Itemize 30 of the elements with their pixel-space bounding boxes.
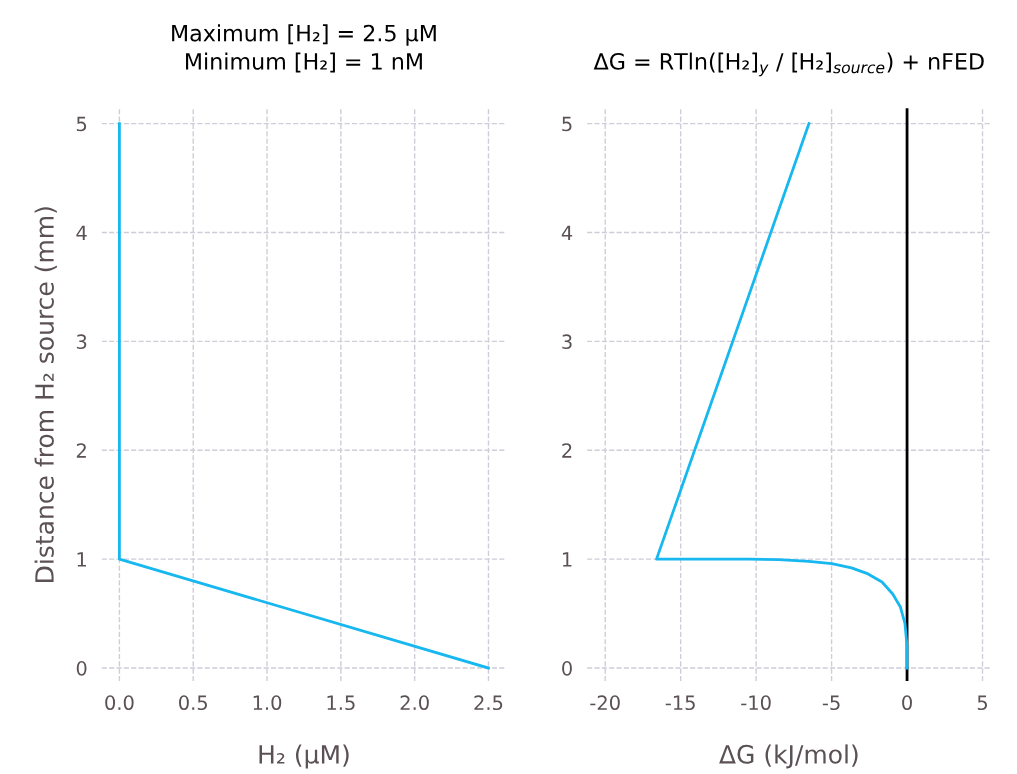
- chart-title: ΔG = RTln([H₂]$_{y}$ / [H₂]$_{source}$) + nFED: [593, 52, 984, 77]
- line-series: [655, 122, 909, 670]
- y-tick-label: 5: [562, 116, 572, 132]
- x-axis-title: H₂ (µM): [259, 744, 349, 769]
- x-tick-label: 0.0: [105, 695, 134, 711]
- x-tick-label: -10: [741, 695, 771, 711]
- y-tick-label: 4: [76, 225, 87, 240]
- x-axis-title: ΔG (kJ/mol): [719, 744, 858, 769]
- y-tick-label: 0: [562, 661, 572, 676]
- x-tick-label: 1.0: [253, 695, 282, 711]
- x-tick-label: -20: [590, 695, 620, 711]
- y-tick-label: 2: [562, 443, 572, 458]
- y-tick-label: 3: [562, 334, 572, 350]
- x-tick-label: 2.5: [474, 695, 503, 711]
- x-tick-label: 2.0: [400, 695, 429, 711]
- y-tick-label: 0: [76, 661, 87, 676]
- x-tick-label: 1.5: [327, 695, 355, 711]
- y-axis-title: Distance from H₂ source (mm): [34, 207, 57, 582]
- x-tick-label: 5: [977, 695, 988, 711]
- y-tick-label: 1: [77, 552, 87, 567]
- y-tick-label: 2: [76, 443, 86, 458]
- y-tick-label: 3: [76, 334, 87, 350]
- x-tick-label: -5: [822, 695, 840, 711]
- x-tick-label: 0.5: [179, 695, 207, 711]
- x-tick-label: 0: [902, 695, 912, 711]
- y-tick-label: 1: [562, 552, 572, 567]
- y-tick-label: 4: [561, 225, 573, 240]
- y-tick-label: 5: [76, 116, 87, 132]
- chart-title: Maximum [H₂] = 2.5 µM Minimum [H₂] = 1 nM: [172, 24, 436, 73]
- x-tick-label: -15: [665, 695, 695, 711]
